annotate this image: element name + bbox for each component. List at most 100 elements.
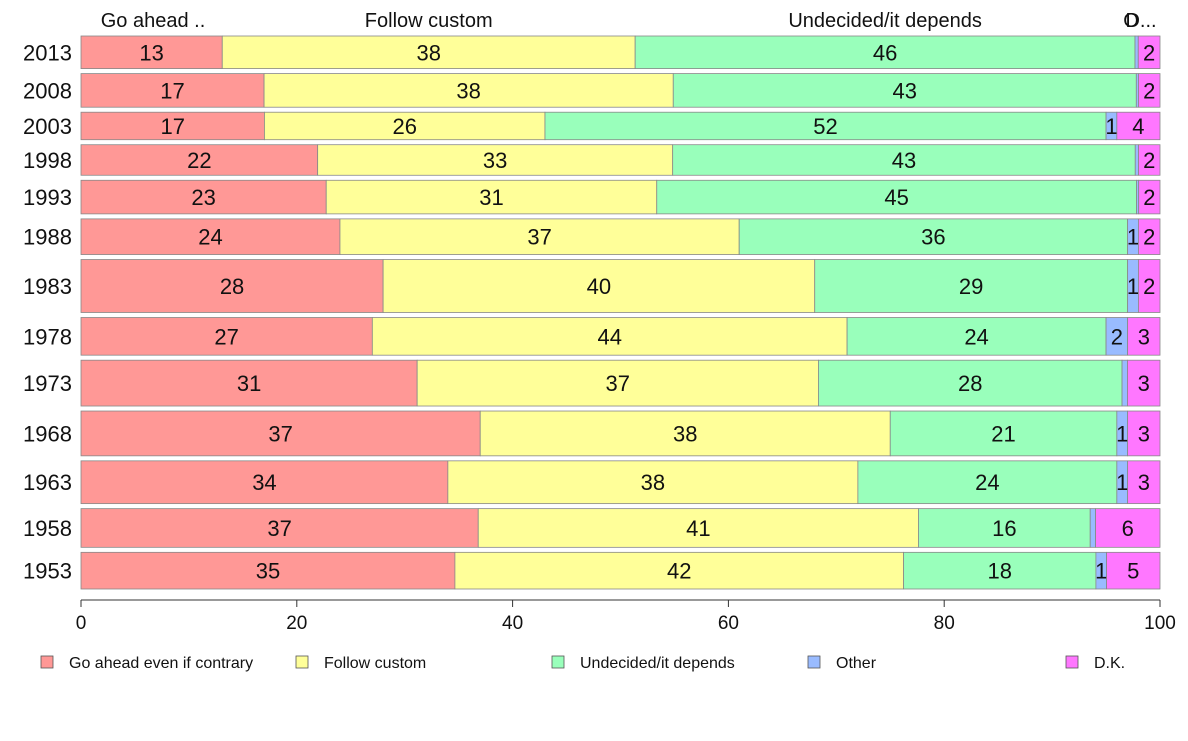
data-label-1963-series-1: 38 [641,470,665,495]
x-tick-label-80: 80 [934,613,955,634]
legend-swatch-0 [40,655,54,669]
data-label-2008-series-4: 2 [1143,78,1155,103]
top-series-label-4: D... [1125,10,1156,32]
x-tick-label-40: 40 [502,613,523,634]
row-label-2013: 2013 [23,40,72,65]
bar-1953-series-4 [1106,551,1161,590]
bar-1968-series-4 [1127,410,1161,457]
data-label-1988-series-0: 24 [198,225,222,250]
legend-swatch-1 [295,655,309,669]
bar-2003-series-4 [1116,111,1161,141]
data-label-1958-series-0: 37 [267,516,291,541]
data-label-1968-series-2: 21 [991,421,1015,446]
data-label-1953-series-4: 5 [1127,559,1139,584]
data-label-1963-series-0: 34 [252,470,276,495]
data-label-1968-series-3: 1 [1116,421,1128,446]
data-label-1968-series-4: 3 [1138,421,1150,446]
legend-label-3: Other [836,655,877,672]
bar-2003-series-0 [80,111,265,141]
bar-1973-series-3 [1121,359,1128,407]
data-label-1963-series-2: 24 [975,470,999,495]
data-label-1958-series-1: 41 [686,516,710,541]
bar-1993-series-2 [656,179,1137,215]
data-label-2003-series-2: 52 [813,114,837,139]
data-label-1998-series-4: 2 [1143,148,1155,173]
x-tick-label-20: 20 [286,613,307,634]
data-label-1963-series-4: 3 [1138,470,1150,495]
data-label-1978-series-4: 3 [1138,324,1150,349]
data-label-1968-series-0: 37 [268,421,292,446]
row-label-1978: 1978 [23,324,72,349]
data-label-1988-series-1: 37 [527,225,551,250]
bar-1983-series-4 [1138,259,1161,313]
data-label-1973-series-1: 37 [606,371,630,396]
data-label-2003-series-4: 4 [1132,114,1144,139]
bar-1968-series-0 [80,410,481,457]
data-label-2003-series-1: 26 [392,114,416,139]
bar-1988-series-2 [738,218,1129,255]
bar-1993-series-4 [1138,179,1161,215]
bar-1978-series-1 [371,317,848,356]
data-label-1993-series-2: 45 [884,185,908,210]
data-label-1998-series-1: 33 [483,148,507,173]
data-label-1963-series-3: 1 [1116,470,1128,495]
data-label-2013-series-4: 2 [1143,40,1155,65]
bar-2008-series-0 [80,73,265,108]
data-label-1978-series-1: 44 [597,324,621,349]
data-label-1988-series-3: 1 [1127,225,1139,250]
bar-1998-series-1 [317,144,674,176]
bar-1983-series-0 [80,259,384,313]
legend-swatch-3 [807,655,821,669]
data-label-2008-series-0: 17 [160,78,184,103]
data-label-1983-series-3: 1 [1127,274,1139,299]
row-label-2003: 2003 [23,114,72,139]
data-label-1953-series-0: 35 [256,559,280,584]
top-series-label-3: O [1123,10,1139,32]
legend-label-2: Undecided/it depends [580,655,735,672]
bar-2008-series-2 [672,73,1137,108]
data-label-1983-series-2: 29 [959,274,983,299]
bar-1963-series-1 [447,460,859,505]
legend-label-4: D.K. [1094,655,1125,672]
bar-1993-series-0 [80,179,327,215]
bar-1998-series-4 [1138,144,1161,176]
bar-2003-series-1 [264,111,546,141]
bar-1998-series-3 [1134,144,1139,176]
bar-1968-series-2 [889,410,1118,457]
data-label-1958-series-4: 6 [1122,516,1134,541]
bar-2013-series-0 [80,35,223,69]
data-label-1993-series-4: 2 [1143,185,1155,210]
bar-1963-series-2 [857,460,1118,505]
row-label-1953: 1953 [23,559,72,584]
data-label-1973-series-2: 28 [958,371,982,396]
data-label-1978-series-0: 27 [214,324,238,349]
bar-1978-series-0 [80,317,373,356]
data-label-1973-series-0: 31 [237,371,261,396]
data-label-2013-series-0: 13 [139,40,163,65]
row-label-1983: 1983 [23,274,72,299]
data-label-2013-series-1: 38 [416,40,440,65]
data-label-1983-series-4: 2 [1143,274,1155,299]
bar-2013-series-3 [1134,35,1139,69]
row-label-1973: 1973 [23,371,72,396]
data-label-1958-series-2: 16 [992,516,1016,541]
data-label-2008-series-1: 38 [456,78,480,103]
bar-1993-series-1 [325,179,658,215]
row-label-1958: 1958 [23,516,72,541]
x-tick-label-100: 100 [1144,613,1176,634]
data-label-2013-series-2: 46 [873,40,897,65]
data-label-1968-series-1: 38 [673,421,697,446]
legend-label-1: Follow custom [324,655,426,672]
data-label-1953-series-1: 42 [667,559,691,584]
data-label-1953-series-3: 1 [1095,559,1107,584]
legend-label-0: Go ahead even if contrary [69,655,253,672]
bar-1958-series-2 [918,508,1091,548]
row-label-1988: 1988 [23,225,72,250]
data-label-1978-series-3: 2 [1111,324,1123,349]
data-label-1988-series-2: 36 [921,225,945,250]
row-label-1963: 1963 [23,470,72,495]
data-label-2003-series-3: 1 [1105,114,1117,139]
data-label-2003-series-0: 17 [160,114,184,139]
data-label-2008-series-2: 43 [893,78,917,103]
